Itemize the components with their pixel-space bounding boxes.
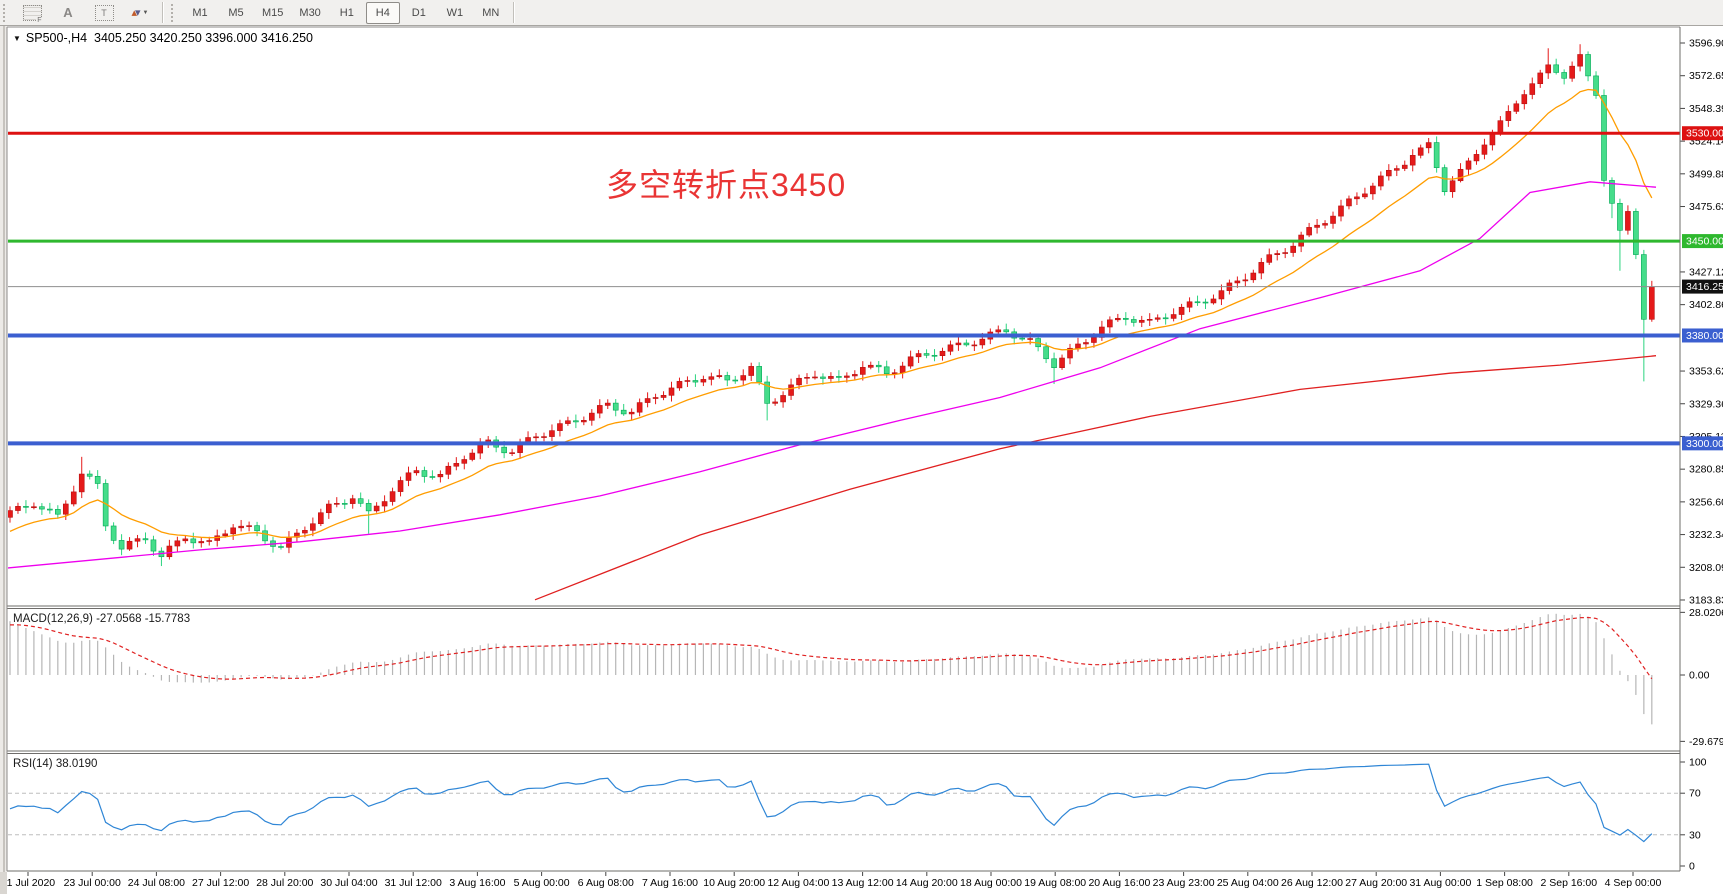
svg-text:3208.090: 3208.090	[1689, 562, 1723, 574]
svg-text:3380.000: 3380.000	[1686, 330, 1723, 342]
ohlc-quote-readout: 3405.250 3420.250 3396.000 3416.250	[94, 31, 313, 45]
svg-text:27 Jul 12:00: 27 Jul 12:00	[192, 877, 249, 889]
macd-series	[9, 613, 1653, 725]
timeframe-button-m5[interactable]: M5	[228, 6, 244, 19]
svg-text:3596.905: 3596.905	[1689, 38, 1723, 50]
svg-text:5 Aug 00:00: 5 Aug 00:00	[514, 877, 570, 889]
svg-text:3530.000: 3530.000	[1686, 128, 1723, 140]
svg-text:-29.6796: -29.6796	[1689, 736, 1723, 748]
svg-text:20 Aug 16:00: 20 Aug 16:00	[1088, 877, 1150, 889]
arrows-tool-icon[interactable]: ▴ ▾ ▼	[131, 7, 149, 19]
svg-text:3450.000: 3450.000	[1686, 236, 1723, 248]
svg-text:31 Aug 00:00: 31 Aug 00:00	[1409, 877, 1471, 889]
timeframe-button-m1[interactable]: M1	[192, 6, 208, 19]
svg-text:18 Aug 00:00: 18 Aug 00:00	[960, 877, 1022, 889]
svg-text:13 Aug 12:00: 13 Aug 12:00	[832, 877, 894, 889]
timeframe-button-d1[interactable]: D1	[411, 6, 426, 19]
rsi-series	[9, 763, 1653, 843]
timeframe-button-m30[interactable]: M30	[299, 6, 321, 19]
toolbar-grip-2[interactable]	[171, 3, 177, 22]
svg-text:19 Aug 08:00: 19 Aug 08:00	[1024, 877, 1086, 889]
svg-text:28.0206: 28.0206	[1689, 607, 1723, 619]
svg-text:3475.630: 3475.630	[1689, 201, 1723, 213]
svg-text:14 Aug 20:00: 14 Aug 20:00	[896, 877, 958, 889]
svg-text:21 Jul 2020: 21 Jul 2020	[1, 877, 55, 889]
svg-text:30: 30	[1689, 829, 1701, 841]
candlestick-series	[8, 44, 1657, 601]
svg-text:12 Aug 04:00: 12 Aug 04:00	[767, 877, 829, 889]
chart-annotation-text[interactable]: 多空转折点3450	[606, 167, 847, 203]
svg-text:4 Sep 00:00: 4 Sep 00:00	[1605, 877, 1662, 889]
svg-text:3300.000: 3300.000	[1686, 438, 1723, 450]
svg-text:31 Jul 12:00: 31 Jul 12:00	[385, 877, 442, 889]
macd-indicator-label: MACD(12,26,9) -27.0568 -15.7783	[13, 613, 191, 625]
toolbar-grip[interactable]	[3, 3, 9, 22]
svg-text:30 Jul 04:00: 30 Jul 04:00	[320, 877, 377, 889]
svg-text:7 Aug 16:00: 7 Aug 16:00	[642, 877, 698, 889]
toolbar: F A T ▴ ▾ ▼ M1 M5 M15 M30 H1 H4 D1 W1 MN	[0, 0, 1723, 26]
rsi-indicator-label: RSI(14) 38.0190	[13, 758, 98, 770]
svg-text:3183.835: 3183.835	[1689, 594, 1723, 606]
svg-text:3280.855: 3280.855	[1689, 464, 1723, 476]
svg-text:3256.600: 3256.600	[1689, 496, 1723, 508]
timeframe-button-h4[interactable]: H4	[365, 1, 400, 24]
text-box-tool-icon[interactable]: T	[87, 2, 121, 24]
symbol-period-label: SP500-,H4	[25, 31, 88, 45]
svg-text:1 Sep 08:00: 1 Sep 08:00	[1476, 877, 1533, 889]
svg-text:3427.120: 3427.120	[1689, 266, 1723, 278]
svg-text:3548.395: 3548.395	[1689, 103, 1723, 115]
price-axis: 3596.9053572.6503548.3953524.1403499.885…	[1680, 38, 1723, 606]
time-axis: 21 Jul 2020 23 Jul 00:00 24 Jul 08:00 27 Ju…	[1, 872, 1662, 889]
svg-text:0.00: 0.00	[1689, 670, 1710, 682]
toolbar-separator-2	[512, 2, 515, 23]
svg-text:28 Jul 20:00: 28 Jul 20:00	[256, 877, 313, 889]
svg-text:23 Aug 23:00: 23 Aug 23:00	[1153, 877, 1215, 889]
svg-text:100: 100	[1689, 757, 1707, 769]
svg-text:23 Jul 00:00: 23 Jul 00:00	[64, 877, 121, 889]
svg-text:3572.650: 3572.650	[1689, 70, 1723, 82]
timeframe-button-m15[interactable]: M15	[262, 6, 284, 19]
svg-text:26 Aug 12:00: 26 Aug 12:00	[1281, 877, 1343, 889]
chart-shift-grid-icon[interactable]: F	[15, 2, 49, 24]
svg-text:27 Aug 20:00: 27 Aug 20:00	[1345, 877, 1407, 889]
timeframe-button-h1[interactable]: H1	[339, 6, 354, 19]
timeframe-toolbar: M1 M5 M15 M30 H1 H4 D1 W1 MN	[182, 1, 509, 24]
svg-text:70: 70	[1689, 788, 1701, 800]
svg-text:6 Aug 08:00: 6 Aug 08:00	[578, 877, 634, 889]
svg-text:3499.885: 3499.885	[1689, 168, 1723, 180]
svg-text:3416.250: 3416.250	[1686, 281, 1723, 293]
text-annotation-icon[interactable]: A	[63, 5, 73, 20]
one-click-trading-arrow-icon[interactable]: ▼	[13, 34, 21, 43]
svg-text:2 Sep 16:00: 2 Sep 16:00	[1540, 877, 1597, 889]
timeframe-button-w1[interactable]: W1	[446, 6, 464, 19]
chart-title: ▼ SP500-,H4 3405.250 3420.250 3396.000 34…	[13, 31, 313, 45]
timeframe-button-mn[interactable]: MN	[482, 6, 500, 19]
svg-text:3 Aug 16:00: 3 Aug 16:00	[449, 877, 505, 889]
svg-text:25 Aug 04:00: 25 Aug 04:00	[1217, 877, 1279, 889]
svg-text:10 Aug 20:00: 10 Aug 20:00	[703, 877, 765, 889]
svg-text:3329.365: 3329.365	[1689, 398, 1723, 410]
svg-text:3353.620: 3353.620	[1689, 366, 1723, 378]
svg-text:24 Jul 08:00: 24 Jul 08:00	[128, 877, 185, 889]
svg-text:3402.865: 3402.865	[1689, 299, 1723, 311]
drawing-tools-group: F A T ▴ ▾ ▼	[14, 2, 158, 24]
toolbar-separator	[162, 2, 164, 23]
svg-text:3232.345: 3232.345	[1689, 529, 1723, 541]
svg-text:0: 0	[1689, 861, 1695, 873]
